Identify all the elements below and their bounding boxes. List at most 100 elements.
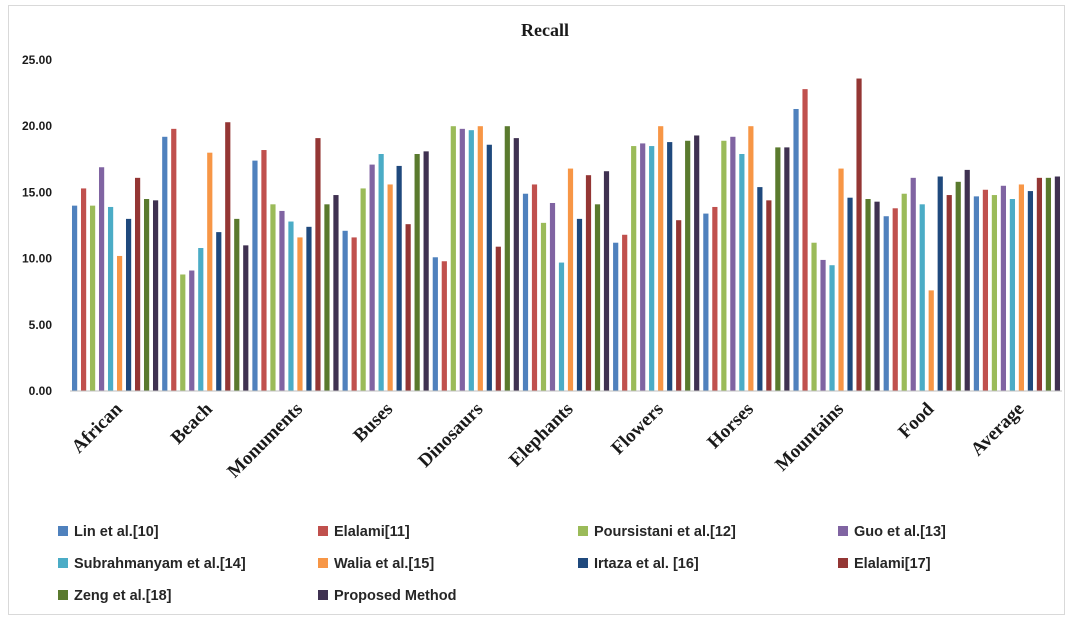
- bar: [594, 204, 601, 391]
- bar: [189, 270, 195, 391]
- bar: [107, 206, 114, 391]
- bar: [631, 146, 637, 391]
- bar: [324, 204, 330, 391]
- bar: [730, 136, 736, 391]
- legend-swatch: [838, 558, 848, 568]
- bar: [964, 169, 970, 391]
- bar: [549, 202, 556, 391]
- x-tick-label: Beach: [167, 398, 217, 448]
- bar: [396, 165, 402, 391]
- bar: [432, 257, 438, 391]
- y-tick-label: 5.00: [29, 318, 53, 332]
- legend-swatch: [838, 526, 848, 536]
- chart-title: Recall: [521, 20, 569, 40]
- bar: [125, 218, 132, 391]
- bar: [694, 135, 700, 391]
- bar: [405, 224, 411, 391]
- bar: [441, 261, 447, 391]
- bar: [143, 199, 150, 391]
- x-tick-label: Flowers: [607, 399, 667, 459]
- bar: [829, 265, 835, 391]
- legend-label: Poursistani et al.[12]: [594, 524, 736, 540]
- x-tick-label: African: [68, 398, 127, 457]
- bar: [712, 206, 718, 391]
- x-tick-label: Dinosaurs: [414, 399, 487, 472]
- bar: [225, 122, 231, 391]
- bar: [486, 144, 492, 391]
- bar: [342, 230, 348, 391]
- x-tick-label: Food: [894, 398, 938, 442]
- bar: [784, 147, 790, 391]
- x-tick-label: Average: [967, 399, 1029, 461]
- bar: [134, 177, 141, 391]
- y-tick-label: 10.00: [22, 252, 52, 266]
- legend-label: Subrahmanyam et al.[14]: [74, 556, 246, 572]
- bar: [613, 242, 619, 391]
- bar: [450, 126, 456, 391]
- bar: [522, 193, 529, 391]
- bar: [531, 184, 538, 391]
- bar: [739, 154, 745, 391]
- bar: [315, 138, 321, 391]
- bar: [1009, 199, 1016, 391]
- bar: [98, 167, 105, 391]
- bar: [802, 89, 808, 392]
- y-tick-label: 15.00: [22, 185, 52, 199]
- bar: [288, 221, 294, 391]
- x-tick-label: Horses: [703, 399, 757, 453]
- bar: [649, 146, 655, 391]
- y-tick-label: 20.00: [22, 119, 52, 133]
- bar: [838, 168, 844, 391]
- legend-swatch: [58, 558, 68, 568]
- legend-label: Proposed Method: [334, 588, 456, 604]
- bar: [207, 152, 213, 391]
- bar: [116, 255, 123, 391]
- bar: [883, 216, 889, 391]
- bar: [811, 242, 817, 391]
- bar: [640, 143, 646, 391]
- bar: [152, 200, 159, 391]
- bar: [576, 218, 583, 391]
- bar: [378, 154, 384, 391]
- legend-swatch: [58, 590, 68, 600]
- bar: [1036, 177, 1043, 391]
- bar: [622, 234, 628, 391]
- bar: [89, 205, 96, 391]
- bar: [1000, 185, 1007, 391]
- bar: [991, 195, 998, 391]
- bar: [243, 245, 249, 391]
- legend-label: Guo et al.[13]: [854, 524, 946, 540]
- bar: [874, 201, 880, 391]
- bar: [973, 196, 980, 391]
- x-tick-label: Monuments: [223, 399, 307, 483]
- legend-swatch: [578, 526, 588, 536]
- bar: [80, 188, 87, 391]
- bar: [198, 248, 204, 391]
- legend-swatch: [318, 558, 328, 568]
- bar: [360, 188, 366, 391]
- bar: [504, 126, 510, 391]
- bar: [387, 184, 393, 391]
- bar: [459, 128, 465, 391]
- bar: [423, 151, 429, 391]
- bar: [847, 197, 853, 391]
- bar: [901, 193, 907, 391]
- bars: [71, 78, 1061, 392]
- bar: [919, 204, 925, 391]
- bar: [270, 204, 276, 391]
- bar: [414, 154, 420, 391]
- bar: [585, 175, 592, 391]
- bar: [513, 138, 519, 391]
- bar: [1027, 191, 1034, 391]
- bar: [982, 189, 989, 391]
- bar: [955, 181, 961, 391]
- bar: [468, 130, 474, 391]
- bar: [856, 78, 862, 391]
- bar: [910, 177, 916, 391]
- y-tick-label: 25.00: [22, 53, 52, 67]
- bar: [567, 168, 574, 391]
- bar: [279, 210, 285, 391]
- bar: [937, 176, 943, 391]
- bar: [658, 126, 664, 391]
- bar: [757, 187, 763, 391]
